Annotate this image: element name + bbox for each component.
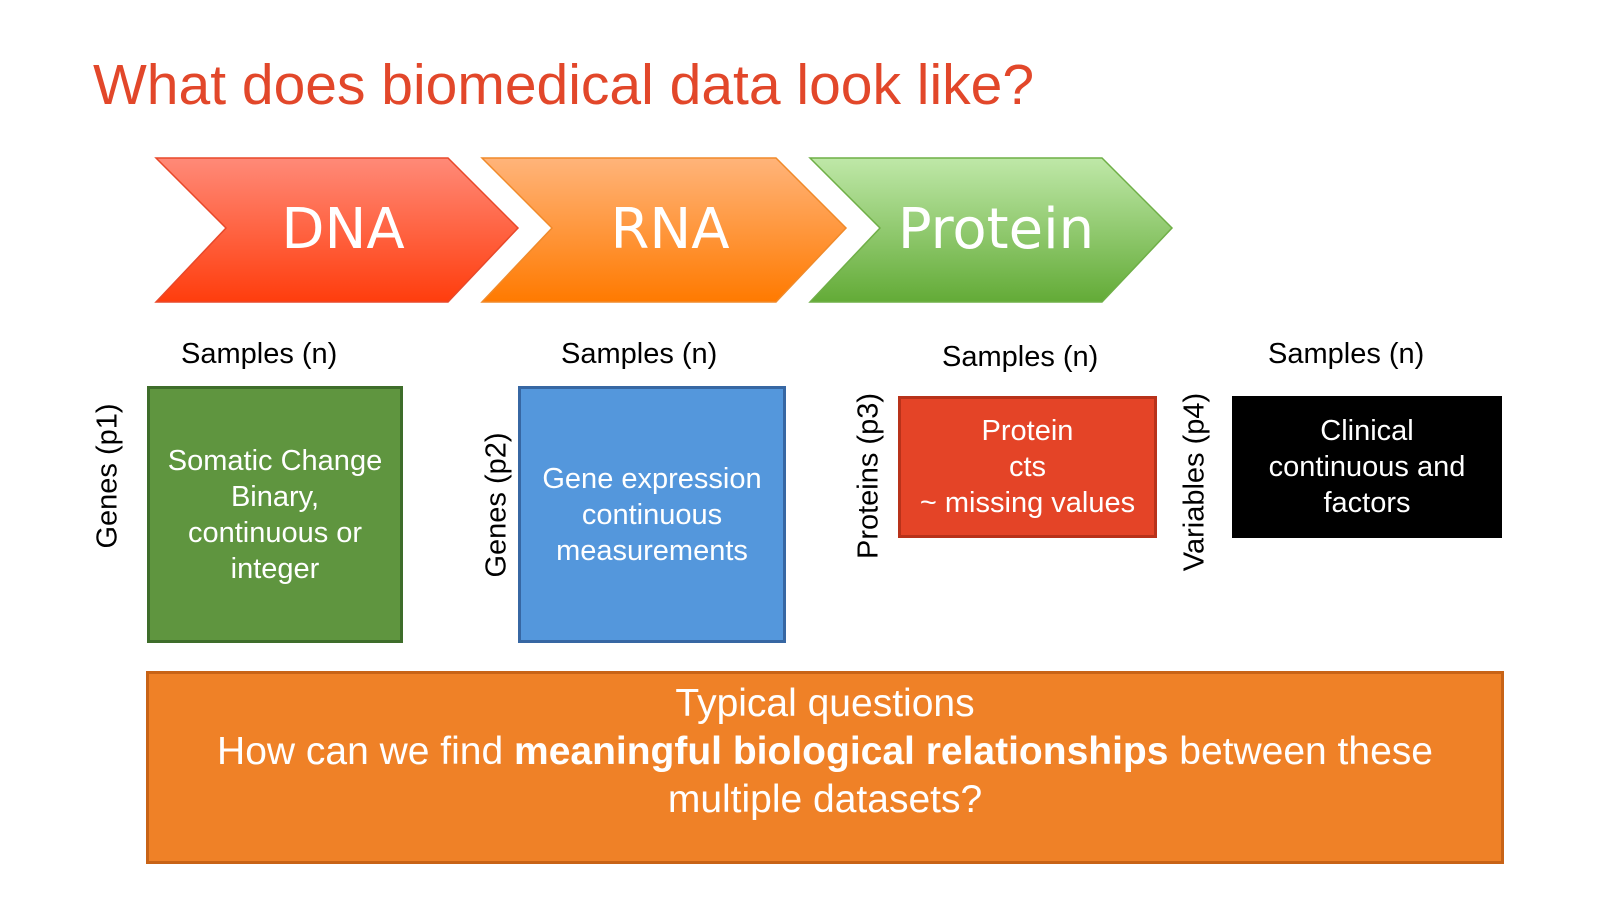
- samples-label-clinical: Samples (n): [1268, 338, 1425, 370]
- chevron-dna: DNA: [154, 157, 520, 303]
- chevron-rna: RNA: [480, 157, 848, 303]
- chevron-protein: Protein: [808, 157, 1174, 303]
- samples-label-rna: Samples (n): [561, 338, 718, 370]
- slide-title: What does biomedical data look like?: [93, 53, 1035, 117]
- questions-body-line: How can we find meaningful biological re…: [149, 728, 1501, 776]
- dataset-box-clinical: Clinical continuous and factors: [1232, 396, 1502, 538]
- questions-body-line-3: multiple datasets?: [667, 778, 983, 821]
- axis-label-genes-p2: Genes (p2): [480, 432, 513, 578]
- box-text-line: continuous: [581, 498, 723, 531]
- chevron-rna-label: RNA: [610, 197, 729, 262]
- questions-suffix: between these: [1168, 730, 1433, 773]
- dataset-box-rna: Gene expression continuous measurements: [518, 386, 786, 643]
- chevron-dna-label: DNA: [281, 197, 404, 262]
- axis-label-genes-p1: Genes (p1): [91, 403, 124, 549]
- typical-questions-box: Typical questions How can we find meanin…: [146, 671, 1504, 864]
- box-text-line: Gene expression: [542, 462, 762, 495]
- samples-label-dna: Samples (n): [181, 338, 338, 370]
- box-text-line: cts: [1008, 451, 1047, 483]
- box-text-line: Somatic Change: [167, 444, 383, 477]
- axis-label-proteins-p3: Proteins (p3): [852, 392, 885, 560]
- box-text-line: measurements: [556, 534, 748, 567]
- box-text-line: Binary,: [230, 480, 320, 513]
- axis-label-variables-p4: Variables (p4): [1178, 392, 1211, 572]
- box-text-line: ~ missing values: [919, 487, 1136, 519]
- questions-emphasis: meaningful biological relationships: [514, 730, 1169, 773]
- chevron-protein-label: Protein: [898, 197, 1094, 262]
- box-text-line: continuous and: [1268, 451, 1466, 483]
- dataset-box-protein: Protein cts ~ missing values: [898, 396, 1157, 538]
- box-text-line: Protein: [981, 415, 1074, 447]
- dataset-box-dna: Somatic Change Binary, continuous or int…: [147, 386, 403, 643]
- central-dogma-chevrons: DNA RNA Protein: [154, 157, 1174, 303]
- questions-heading: Typical questions: [675, 682, 975, 725]
- box-text-line: Clinical: [1320, 415, 1414, 447]
- box-text-line: integer: [230, 552, 320, 585]
- questions-prefix: How can we find: [217, 730, 515, 773]
- samples-label-protein: Samples (n): [942, 341, 1099, 373]
- box-text-line: factors: [1323, 487, 1411, 519]
- box-text-line: continuous or: [187, 516, 363, 549]
